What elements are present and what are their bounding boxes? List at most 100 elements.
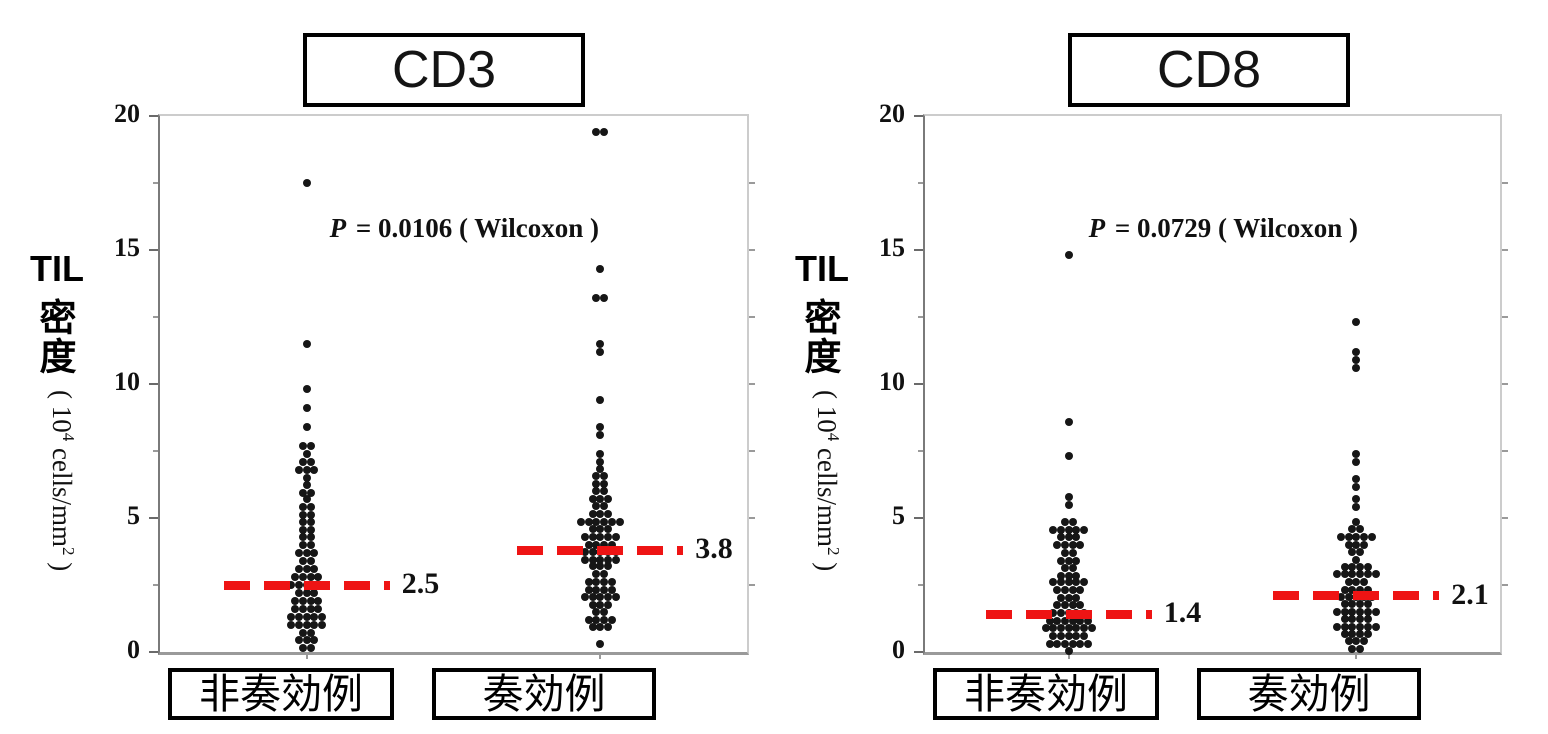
data-dot — [600, 607, 609, 616]
data-dot — [1068, 518, 1077, 527]
data-dot — [310, 635, 319, 644]
data-dot — [1340, 563, 1349, 572]
data-dot — [600, 517, 609, 526]
data-dot — [302, 589, 311, 598]
data-dot — [600, 570, 609, 579]
data-dot — [298, 441, 307, 450]
data-dot — [1356, 630, 1365, 639]
data-dot — [1072, 526, 1081, 535]
data-dot — [1072, 623, 1081, 632]
data-dot — [1348, 563, 1357, 572]
data-dot — [600, 472, 609, 481]
y-axis-tick — [149, 383, 158, 385]
y-axis-tick — [914, 383, 923, 385]
data-dot — [1363, 563, 1372, 572]
data-dot — [592, 578, 601, 587]
y-axis-tick — [918, 584, 923, 586]
data-dot — [310, 465, 319, 474]
y-axis-label-mitsudo: 密度 — [799, 298, 840, 376]
y-axis-label-mitsudo: 密度 — [34, 298, 75, 376]
data-dot — [1060, 540, 1069, 549]
data-dot — [1064, 251, 1073, 260]
data-dot — [306, 457, 315, 466]
data-dot — [306, 526, 315, 535]
x-axis-tick — [1067, 655, 1070, 659]
data-dot — [596, 532, 605, 541]
data-dot — [306, 605, 315, 614]
group-label-box-responder: 奏効例 — [432, 668, 656, 720]
data-dot — [1356, 607, 1365, 616]
data-dot — [603, 495, 612, 504]
data-dot — [1072, 594, 1081, 603]
data-dot — [600, 294, 609, 303]
y-axis-tick-right — [1502, 450, 1508, 452]
data-dot — [1359, 532, 1368, 541]
y-axis-tick-right — [749, 517, 755, 519]
data-dot — [306, 532, 315, 541]
data-dot — [1060, 518, 1069, 527]
median-value-label: 2.5 — [401, 567, 440, 600]
data-dot — [588, 622, 597, 631]
data-dot — [298, 605, 307, 614]
data-dot — [596, 622, 605, 631]
median-line — [223, 580, 390, 590]
data-dot — [1352, 483, 1361, 492]
data-dot — [302, 449, 311, 458]
group-label-box-nonresponder: 非奏効例 — [168, 668, 394, 720]
data-dot — [1371, 607, 1380, 616]
data-dot — [596, 525, 605, 534]
data-dot — [291, 597, 300, 606]
y-axis-tick-label: 5 — [892, 501, 905, 530]
data-dot — [1356, 585, 1365, 594]
data-dot — [295, 613, 304, 622]
data-dot — [1344, 532, 1353, 541]
data-dot — [1057, 556, 1066, 565]
data-dot — [596, 430, 605, 439]
median-line — [1273, 591, 1440, 601]
data-dot — [295, 548, 304, 557]
data-dot — [1049, 526, 1058, 535]
data-dot — [1068, 617, 1077, 626]
data-dot — [298, 532, 307, 541]
data-dot — [1072, 556, 1081, 565]
data-dot — [1348, 585, 1357, 594]
data-dot — [592, 585, 601, 594]
data-dot — [603, 622, 612, 631]
data-dot — [584, 615, 593, 624]
data-dot — [1340, 599, 1349, 608]
data-dot — [588, 509, 597, 518]
data-dot — [306, 629, 315, 638]
data-dot — [1352, 449, 1361, 458]
data-dot — [596, 264, 605, 273]
y-axis-tick — [153, 450, 158, 452]
data-dot — [596, 449, 605, 458]
data-dot — [1084, 617, 1092, 626]
data-dot — [1352, 318, 1361, 327]
plot-area: P = 0.0729 ( Wilcoxon ) 1.4 2.1 — [914, 114, 1508, 659]
data-dot — [1363, 570, 1372, 579]
data-dot — [1064, 631, 1073, 640]
data-dot — [1348, 547, 1357, 556]
data-dot — [1072, 532, 1081, 541]
p-value-text: P = 0.0106 ( Wilcoxon ) — [329, 213, 599, 243]
data-dot — [1356, 563, 1365, 572]
data-dot — [1060, 617, 1069, 626]
data-dot — [603, 525, 612, 534]
data-dot — [588, 555, 597, 564]
data-dot — [607, 540, 616, 549]
data-dot — [1333, 622, 1341, 631]
data-dot — [1080, 631, 1089, 640]
data-dot — [1068, 548, 1077, 557]
data-dot — [1057, 526, 1066, 535]
data-dot — [592, 294, 601, 303]
y-axis-tick-right — [1502, 249, 1508, 251]
data-dot — [1352, 475, 1361, 484]
data-dot — [306, 597, 315, 606]
plot-area: P = 0.0106 ( Wilcoxon ) 2.5 3.8 — [149, 114, 755, 659]
data-dot — [600, 487, 609, 496]
data-dot — [1084, 639, 1092, 648]
data-dot — [1356, 622, 1365, 631]
x-axis-tick — [599, 655, 602, 659]
data-dot — [577, 517, 585, 526]
data-dot — [306, 540, 315, 549]
